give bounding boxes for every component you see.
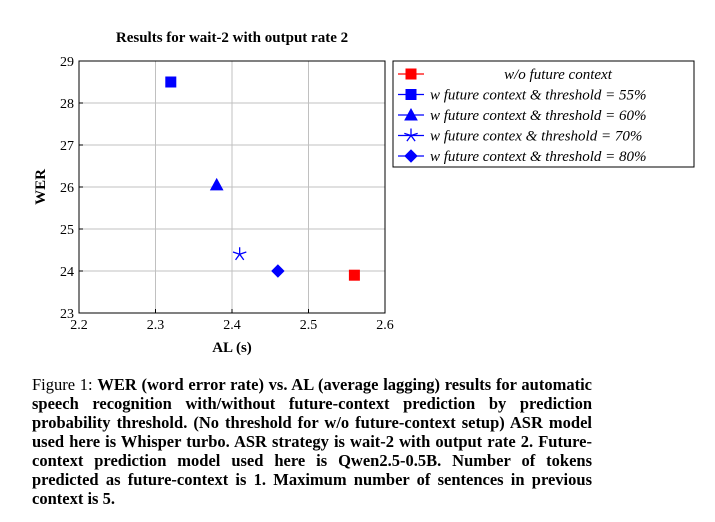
legend-entry: w future context & threshold = 55% bbox=[430, 88, 646, 104]
legend-marker-diamond bbox=[404, 149, 418, 163]
scatter-chart: Results for wait-2 with output rate 2 2.… bbox=[33, 30, 695, 356]
legend-marker-triangle bbox=[404, 107, 418, 121]
legend-entry: w future context & threshold = 80% bbox=[430, 149, 646, 165]
caption-label: Figure 1: bbox=[32, 375, 93, 394]
x-tick-label: 2.2 bbox=[70, 318, 88, 333]
legend-marker-star bbox=[404, 128, 418, 142]
x-tick-label: 2.3 bbox=[147, 318, 165, 333]
y-tick-label: 25 bbox=[60, 223, 74, 238]
grid bbox=[79, 61, 385, 313]
y-tick-label: 23 bbox=[60, 307, 74, 322]
data-point-square bbox=[348, 269, 360, 281]
y-tick-label: 28 bbox=[60, 97, 74, 112]
figure-caption: Figure 1: WER (word error rate) vs. AL (… bbox=[32, 375, 592, 508]
chart-title: Results for wait-2 with output rate 2 bbox=[116, 30, 348, 46]
legend-box bbox=[392, 60, 695, 168]
legend-entry: w future contex & threshold = 70% bbox=[430, 129, 642, 145]
data-marks bbox=[165, 76, 360, 281]
x-axis-label: AL (s) bbox=[212, 340, 252, 356]
x-tick-label: 2.4 bbox=[223, 318, 241, 333]
legend-entry: w/o future context bbox=[504, 67, 613, 83]
y-tick-label: 24 bbox=[60, 265, 74, 280]
x-tick-label: 2.6 bbox=[376, 318, 394, 333]
data-point-diamond bbox=[271, 264, 285, 278]
data-point-star bbox=[232, 247, 247, 261]
axis-ticks: 2.2 2.3 2.4 2.5 2.6 23 24 25 26 27 28 29 bbox=[60, 55, 394, 333]
x-tick-label: 2.5 bbox=[300, 318, 318, 333]
y-tick-label: 29 bbox=[60, 55, 74, 70]
y-axis-label: WER bbox=[33, 169, 49, 205]
y-tick-label: 27 bbox=[60, 139, 74, 154]
legend-marker-square bbox=[405, 89, 417, 100]
legend: w/o future context w future context & thr… bbox=[398, 67, 646, 165]
legend-marker-square bbox=[405, 68, 417, 80]
legend-entry: w future context & threshold = 60% bbox=[430, 108, 646, 124]
caption-text: WER (word error rate) vs. AL (average la… bbox=[32, 375, 593, 508]
y-tick-label: 26 bbox=[60, 181, 74, 196]
data-point-square bbox=[165, 76, 177, 88]
data-point-triangle bbox=[209, 177, 224, 191]
